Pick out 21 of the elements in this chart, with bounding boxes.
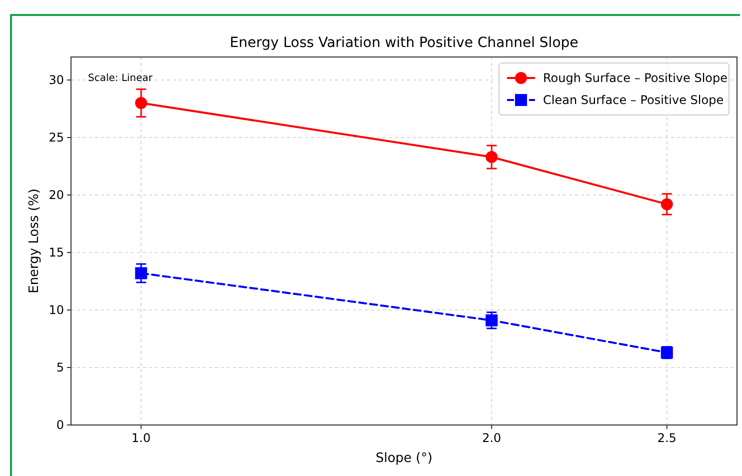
y-tick-label: 20: [48, 188, 64, 202]
chart-title: Energy Loss Variation with Positive Channel Slope: [230, 35, 578, 51]
legend-label: Clean Surface – Positive Slope: [543, 93, 724, 108]
x-tick-label: 1.0: [132, 431, 151, 445]
point: [660, 198, 673, 210]
point: [135, 267, 148, 280]
legend-label: Rough Surface – Positive Slope: [543, 71, 728, 86]
x-tick-label: 2.5: [657, 431, 676, 445]
y-tick-label: 30: [48, 73, 64, 88]
point: [486, 151, 498, 164]
point: [135, 97, 148, 109]
point: [486, 314, 498, 326]
y-tick-label: 25: [48, 130, 64, 145]
x-axis-title: Slope (°): [376, 451, 432, 466]
y-tick-label: 15: [48, 246, 64, 260]
annotation: Scale: Linear: [88, 73, 154, 84]
y-tick-label: 10: [48, 303, 64, 318]
x-tick-label: 2.0: [482, 431, 502, 445]
y-axis-title: Energy Loss (%): [27, 188, 42, 294]
y-tick-label: 5: [56, 360, 64, 375]
y-tick-label: 0: [56, 418, 64, 432]
